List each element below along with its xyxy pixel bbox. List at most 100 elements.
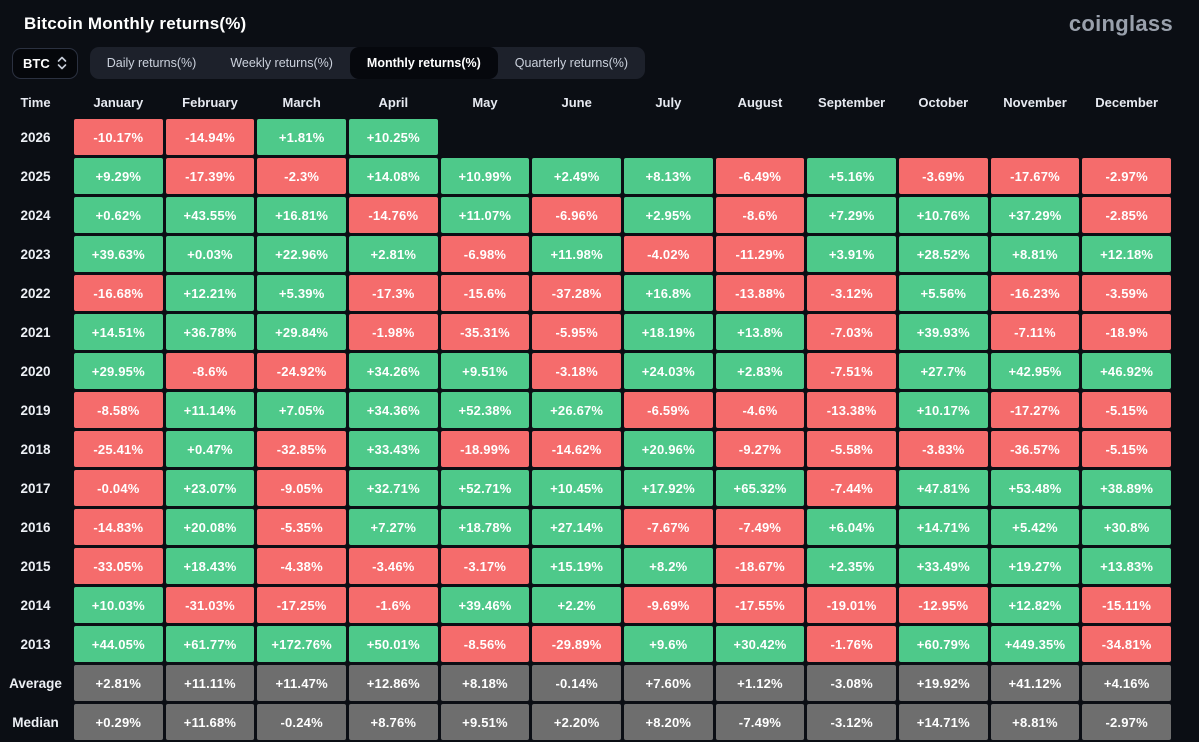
table-row: 2021 +14.51% +36.78% +29.84% -1.98% -35.31% -5… xyxy=(0,314,1171,350)
table-row: 2015 -33.05% +18.43% -4.38% -3.46% -3.17% +15.… xyxy=(0,548,1171,584)
return-cell: +6.04% xyxy=(807,509,896,545)
coinglass-logo[interactable]: coinglass xyxy=(1068,11,1173,36)
return-cell: -31.03% xyxy=(165,587,255,623)
return-cell: +0.47% xyxy=(165,431,255,467)
return-cell: +38.89% xyxy=(1082,470,1171,506)
return-cell: -3.59% xyxy=(1082,275,1171,311)
return-cell xyxy=(624,119,713,155)
heatmap-header-row: Time January February March April May June Jul… xyxy=(0,90,1171,114)
return-cell: +9.51% xyxy=(440,704,530,740)
table-row: 2020 +29.95% -8.6% -24.92% +34.26% +9.51% -3.1… xyxy=(0,353,1171,389)
return-cell: -2.85% xyxy=(1082,197,1171,233)
return-cell: -17.25% xyxy=(257,587,346,623)
return-cell: -0.04% xyxy=(74,470,163,506)
tab-daily[interactable]: Daily returns(%) xyxy=(106,56,197,70)
row-label: 2014 xyxy=(20,597,51,613)
return-cell: +12.21% xyxy=(165,275,255,311)
return-cell: +2.81% xyxy=(348,236,438,272)
return-cell: +7.29% xyxy=(807,197,896,233)
return-cell: +2.35% xyxy=(807,548,896,584)
row-label: 2021 xyxy=(20,324,51,340)
return-cell: +2.83% xyxy=(715,353,805,389)
return-cell: -18.67% xyxy=(715,548,805,584)
return-cell: -8.58% xyxy=(74,392,163,428)
row-label: Median xyxy=(12,714,59,730)
return-cell: +4.16% xyxy=(1082,665,1171,701)
return-cell: +14.08% xyxy=(348,158,438,194)
return-cell: +12.18% xyxy=(1082,236,1171,272)
return-cell: +39.63% xyxy=(74,236,163,272)
time-column-header: Time xyxy=(20,94,51,110)
row-label: 2018 xyxy=(20,441,51,457)
table-row: 2019 -8.58% +11.14% +7.05% +34.36% +52.38% +26… xyxy=(0,392,1171,428)
table-row: 2026 -10.17% -14.94% +1.81% +10.25% xyxy=(0,119,1171,155)
month-header: February xyxy=(182,94,238,110)
row-label: 2025 xyxy=(20,168,51,184)
month-header: March xyxy=(282,94,321,110)
page-title: Bitcoin Monthly returns(%) xyxy=(24,14,247,33)
return-cell: +52.71% xyxy=(440,470,530,506)
table-row: Median +0.29% +11.68% -0.24% +8.76% +9.51% +2.… xyxy=(0,704,1171,740)
return-cell xyxy=(807,119,896,155)
return-cell: -2.97% xyxy=(1082,158,1171,194)
return-cell: +2.49% xyxy=(532,158,621,194)
return-cell: +22.96% xyxy=(257,236,346,272)
return-cell: +27.14% xyxy=(532,509,621,545)
return-cell: +14.71% xyxy=(898,704,988,740)
return-cell: +44.05% xyxy=(74,626,163,662)
return-cell: +29.84% xyxy=(257,314,346,350)
return-cell: +33.43% xyxy=(348,431,438,467)
return-cell: -34.81% xyxy=(1082,626,1171,662)
return-cell: +16.8% xyxy=(623,275,713,311)
return-cell: +1.12% xyxy=(715,665,805,701)
return-cell: +16.81% xyxy=(257,197,346,233)
return-cell: +8.18% xyxy=(440,665,530,701)
return-cell: +27.7% xyxy=(898,353,988,389)
symbol-select[interactable]: BTC xyxy=(12,47,78,79)
return-cell: +0.03% xyxy=(165,236,255,272)
return-cell: +14.51% xyxy=(74,314,163,350)
return-cell: -3.08% xyxy=(807,665,896,701)
return-cell: +43.55% xyxy=(165,197,255,233)
tab-quarterly[interactable]: Quarterly returns(%) xyxy=(514,56,629,70)
return-cell: +41.12% xyxy=(990,665,1080,701)
return-cell xyxy=(441,119,530,155)
month-header: December xyxy=(1095,94,1159,110)
month-header: June xyxy=(561,94,592,110)
return-cell: +10.99% xyxy=(440,158,530,194)
return-cell: -17.27% xyxy=(990,392,1080,428)
return-cell: +65.32% xyxy=(715,470,805,506)
table-row: 2017 -0.04% +23.07% -9.05% +32.71% +52.71% +10… xyxy=(0,470,1171,506)
return-cell: -14.62% xyxy=(532,431,621,467)
return-cell: -17.39% xyxy=(165,158,255,194)
return-cell: -4.02% xyxy=(623,236,713,272)
return-cell: -11.29% xyxy=(715,236,805,272)
return-cell: +8.81% xyxy=(990,704,1080,740)
select-arrows-icon xyxy=(57,56,67,70)
return-cell: +18.78% xyxy=(440,509,530,545)
row-label: Average xyxy=(9,675,62,691)
tab-monthly[interactable]: Monthly returns(%) xyxy=(349,47,498,79)
return-cell: +9.29% xyxy=(74,158,163,194)
tab-weekly[interactable]: Weekly returns(%) xyxy=(230,56,333,70)
return-cell: +50.01% xyxy=(348,626,438,662)
return-cell: +52.38% xyxy=(440,392,530,428)
month-header: November xyxy=(1003,94,1067,110)
return-cell: -14.76% xyxy=(348,197,438,233)
return-cell: -5.35% xyxy=(257,509,346,545)
return-cell xyxy=(1082,119,1171,155)
return-cell: +11.47% xyxy=(257,665,346,701)
return-cell: -3.12% xyxy=(807,275,896,311)
return-cell: +12.82% xyxy=(990,587,1080,623)
return-cell: +11.98% xyxy=(532,236,621,272)
return-cell: -0.14% xyxy=(532,665,621,701)
return-cell: -24.92% xyxy=(257,353,346,389)
return-cell: +8.2% xyxy=(623,548,713,584)
monthly-returns-heatmap: Time January February March April May June Jul… xyxy=(0,88,1199,740)
table-row: 2016 -14.83% +20.08% -5.35% +7.27% +18.78% +27… xyxy=(0,509,1171,545)
return-cell: -13.38% xyxy=(807,392,896,428)
return-cell: -10.17% xyxy=(74,119,163,155)
return-cell: -17.3% xyxy=(348,275,438,311)
return-cell: +5.16% xyxy=(807,158,896,194)
return-cell: +13.8% xyxy=(715,314,805,350)
